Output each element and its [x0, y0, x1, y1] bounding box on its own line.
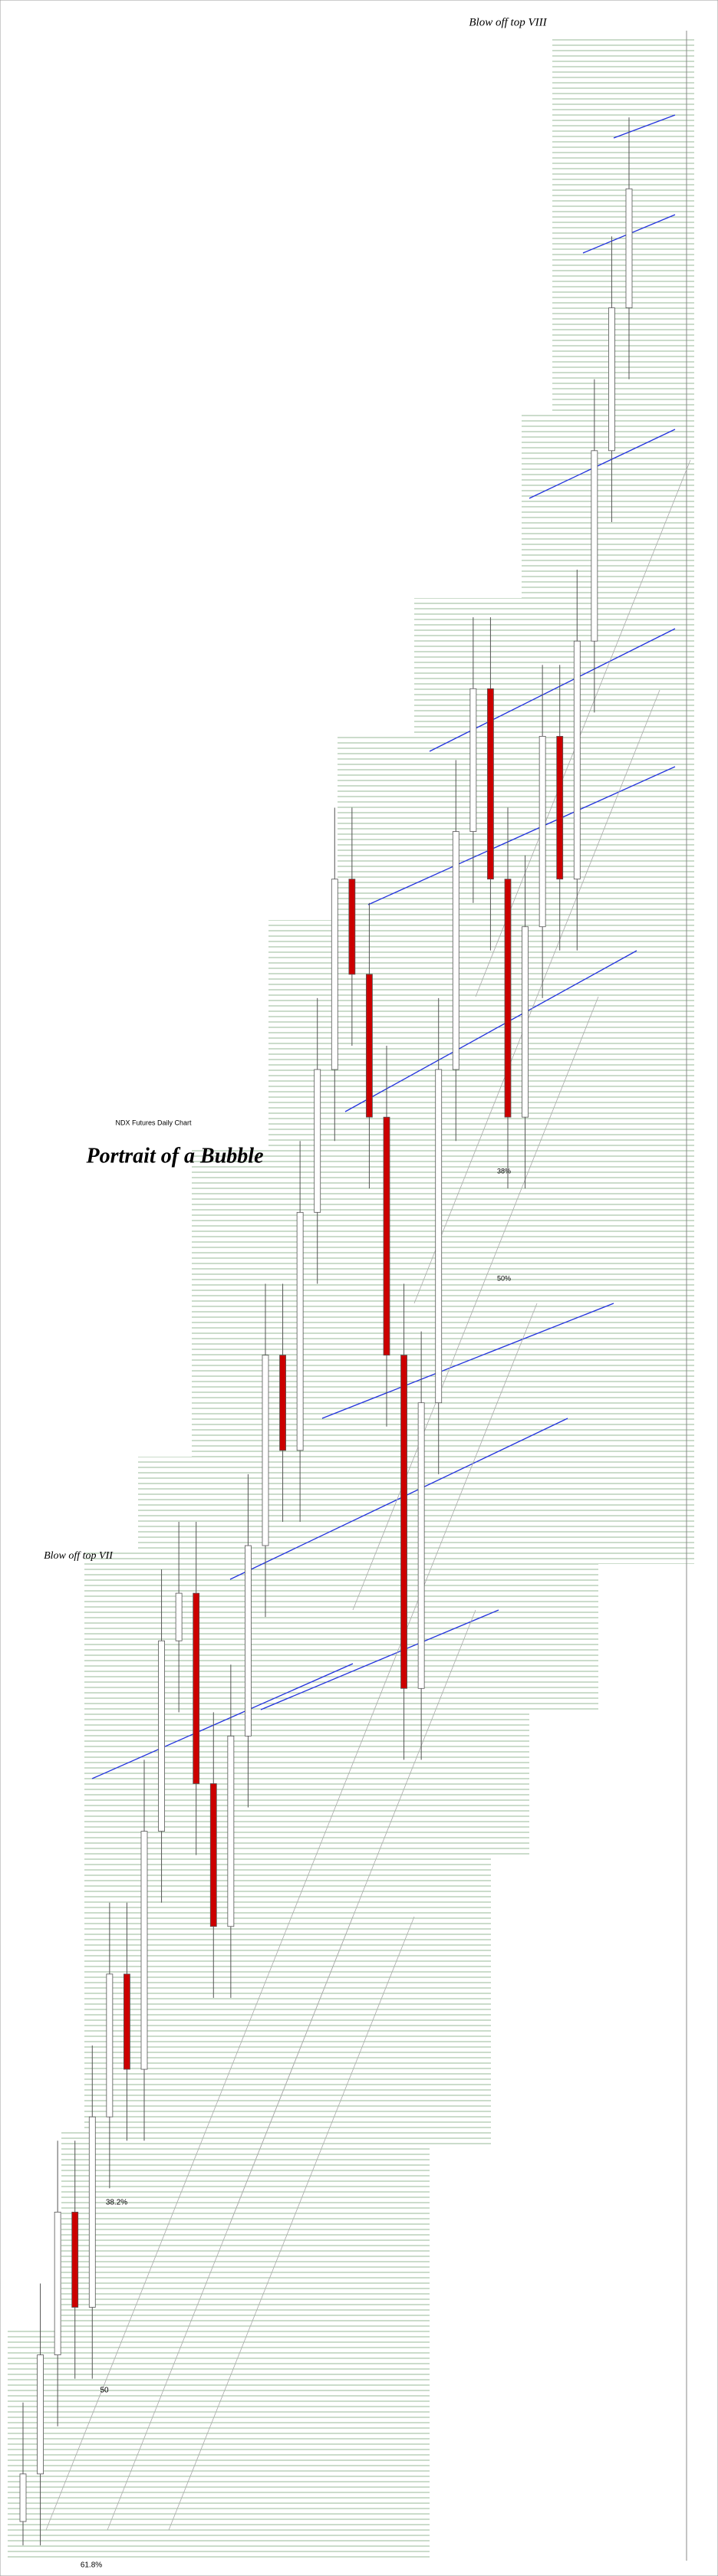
caption: Portrait of a Bubble: [85, 1144, 263, 1168]
candle-body: [262, 1355, 269, 1546]
candle-body: [522, 926, 529, 1118]
candle-body: [417, 1402, 425, 1689]
candle-body: [71, 2211, 79, 2308]
candle-body: [383, 1116, 390, 1356]
candle-body: [591, 450, 598, 642]
candle-body: [54, 2211, 61, 2356]
candle-body: [296, 1211, 304, 1451]
candle-body: [556, 735, 564, 880]
candle-body: [227, 1735, 235, 1927]
candle-body: [245, 1545, 252, 1737]
candle-body: [348, 879, 356, 975]
candle-body: [452, 831, 459, 1070]
candle-body: [193, 1592, 200, 1784]
annotation: 50%: [497, 1274, 511, 1282]
candle-body: [400, 1355, 407, 1689]
channel-lines: [45, 459, 691, 2531]
candle-body: [175, 1592, 183, 1641]
annotation: Blow off top VII: [44, 1550, 114, 1562]
subtitle: NDX Futures Daily Chart: [115, 1119, 192, 1126]
candle-body: [279, 1355, 286, 1451]
candle-body: [487, 688, 494, 880]
annotation: 61.8%: [81, 2561, 102, 2570]
candle-body: [366, 974, 373, 1118]
candle-body: [608, 307, 615, 452]
candle-body: [19, 2473, 27, 2522]
candle-body: [140, 1831, 148, 2070]
candle-body: [314, 1069, 321, 1213]
candle-body: [158, 1640, 165, 1832]
candle-body: [469, 688, 477, 832]
candle-body: [573, 640, 581, 880]
annotation: 38.2%: [106, 2199, 127, 2207]
candle-body: [504, 879, 512, 1118]
candle-body: [106, 1973, 114, 2118]
annotation: 50: [100, 2387, 109, 2395]
chart-title: Blow off top VIII: [469, 16, 547, 28]
annotation: 38%: [497, 1167, 511, 1175]
candle-body: [124, 1973, 130, 2070]
grid-band: [8, 38, 694, 2561]
candle-body: [625, 188, 633, 308]
candle-body: [37, 2354, 44, 2475]
candle-body: [209, 1783, 217, 1927]
candle-body: [538, 735, 546, 928]
candle-body: [331, 879, 338, 1070]
candle-body: [88, 2116, 96, 2308]
candle-body: [435, 1069, 443, 1404]
